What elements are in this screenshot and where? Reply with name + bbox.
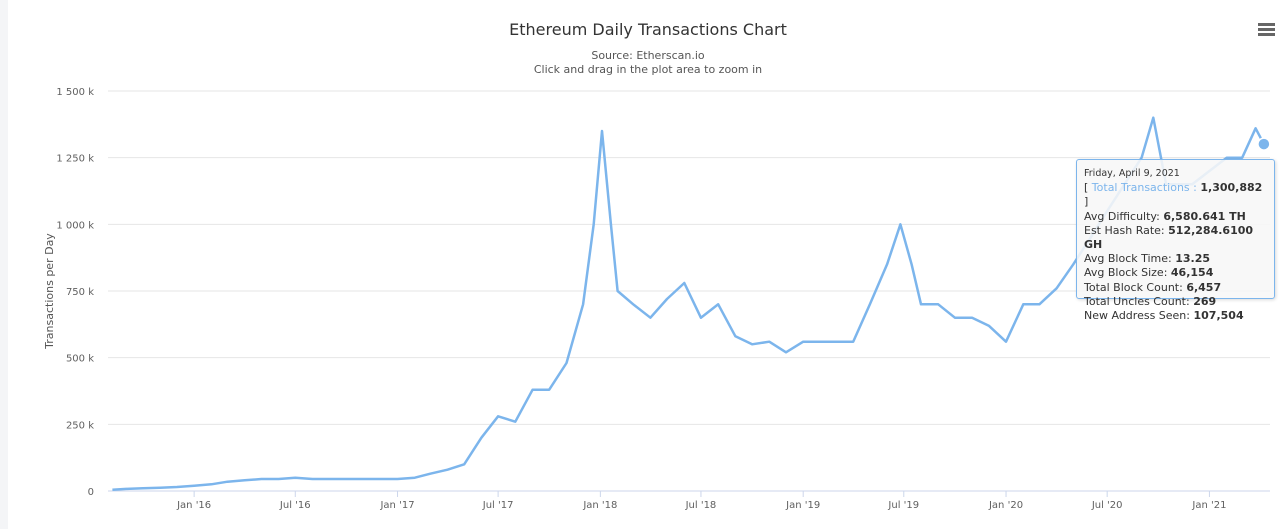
- x-tick-label: Jul '18: [685, 500, 717, 511]
- tooltip-date: Friday, April 9, 2021: [1084, 168, 1180, 179]
- tooltip-row: Avg Block Time: 13.25: [1084, 252, 1267, 266]
- tooltip-row: Avg Difficulty: 6,580.641 TH: [1084, 210, 1267, 224]
- x-tick-label: Jan '21: [1191, 500, 1226, 511]
- tooltip-row-label: Est Hash Rate:: [1084, 223, 1165, 237]
- tooltip-row-label: New Address Seen:: [1084, 309, 1190, 323]
- tooltip-row-label: Avg Block Size:: [1084, 266, 1168, 280]
- tooltip-row: Total Uncles Count: 269: [1084, 295, 1267, 309]
- tooltip-series-row: [ Total Transactions : 1,300,882 ]: [1084, 181, 1263, 209]
- hamburger-menu-icon[interactable]: [1258, 23, 1275, 37]
- x-tick-label: Jan '19: [785, 500, 820, 511]
- tooltip-row-value: 46,154: [1170, 266, 1214, 280]
- x-tick-label: Jul '17: [482, 500, 514, 511]
- x-tick-label: Jan '20: [988, 500, 1023, 511]
- chart-card: Ethereum Daily Transactions Chart Source…: [8, 0, 1280, 529]
- tooltip-row-value: 6,457: [1186, 280, 1222, 294]
- y-tick-label: 1 000 k: [56, 220, 94, 231]
- y-tick-label: 750 k: [66, 287, 94, 298]
- x-tick-label: Jul '20: [1091, 500, 1123, 511]
- y-axis-label: Transactions per Day: [43, 233, 56, 350]
- x-tick-label: Jan '18: [582, 500, 617, 511]
- tooltip-row-label: Avg Block Time:: [1084, 252, 1172, 266]
- tooltip-row-value: 6,580.641 TH: [1163, 209, 1246, 223]
- tooltip: Friday, April 9, 2021 [ Total Transactio…: [1076, 159, 1275, 322]
- chart-subtitle: Source: Etherscan.io: [591, 49, 705, 62]
- x-tick-label: Jul '16: [279, 500, 311, 511]
- tooltip-row-label: Avg Difficulty:: [1084, 209, 1160, 223]
- y-tick-label: 1 500 k: [56, 87, 94, 98]
- tooltip-row: New Address Seen: 107,504: [1084, 309, 1267, 323]
- tooltip-row-value: 13.25: [1175, 252, 1211, 266]
- tooltip-row: Avg Block Size: 46,154: [1084, 266, 1267, 280]
- y-tick-label: 1 250 k: [56, 154, 94, 165]
- tooltip-series-value: 1,300,882: [1200, 181, 1263, 195]
- x-tick-label: Jul '19: [887, 500, 919, 511]
- tooltip-row: Est Hash Rate: 512,284.6100 GH: [1084, 224, 1267, 252]
- tooltip-series-label: Total Transactions: [1091, 181, 1190, 195]
- tooltip-row-label: Total Block Count:: [1084, 280, 1183, 294]
- tooltip-row: Total Block Count: 6,457: [1084, 281, 1267, 295]
- y-tick-label: 250 k: [66, 420, 94, 431]
- tooltip-row-label: Total Uncles Count:: [1084, 294, 1190, 308]
- x-tick-label: Jan '16: [176, 500, 211, 511]
- y-tick-label: 500 k: [66, 354, 94, 365]
- chart-subtitle-zoom-hint: Click and drag in the plot area to zoom …: [534, 63, 762, 76]
- chart-title: Ethereum Daily Transactions Chart: [509, 20, 787, 39]
- tooltip-row-value: 512,284.6100 GH: [1084, 223, 1254, 252]
- hover-marker: [1257, 137, 1271, 151]
- x-tick-label: Jan '17: [379, 500, 414, 511]
- tooltip-row-value: 107,504: [1193, 309, 1244, 323]
- y-tick-label: 0: [88, 487, 94, 498]
- tooltip-row-value: 269: [1193, 294, 1217, 308]
